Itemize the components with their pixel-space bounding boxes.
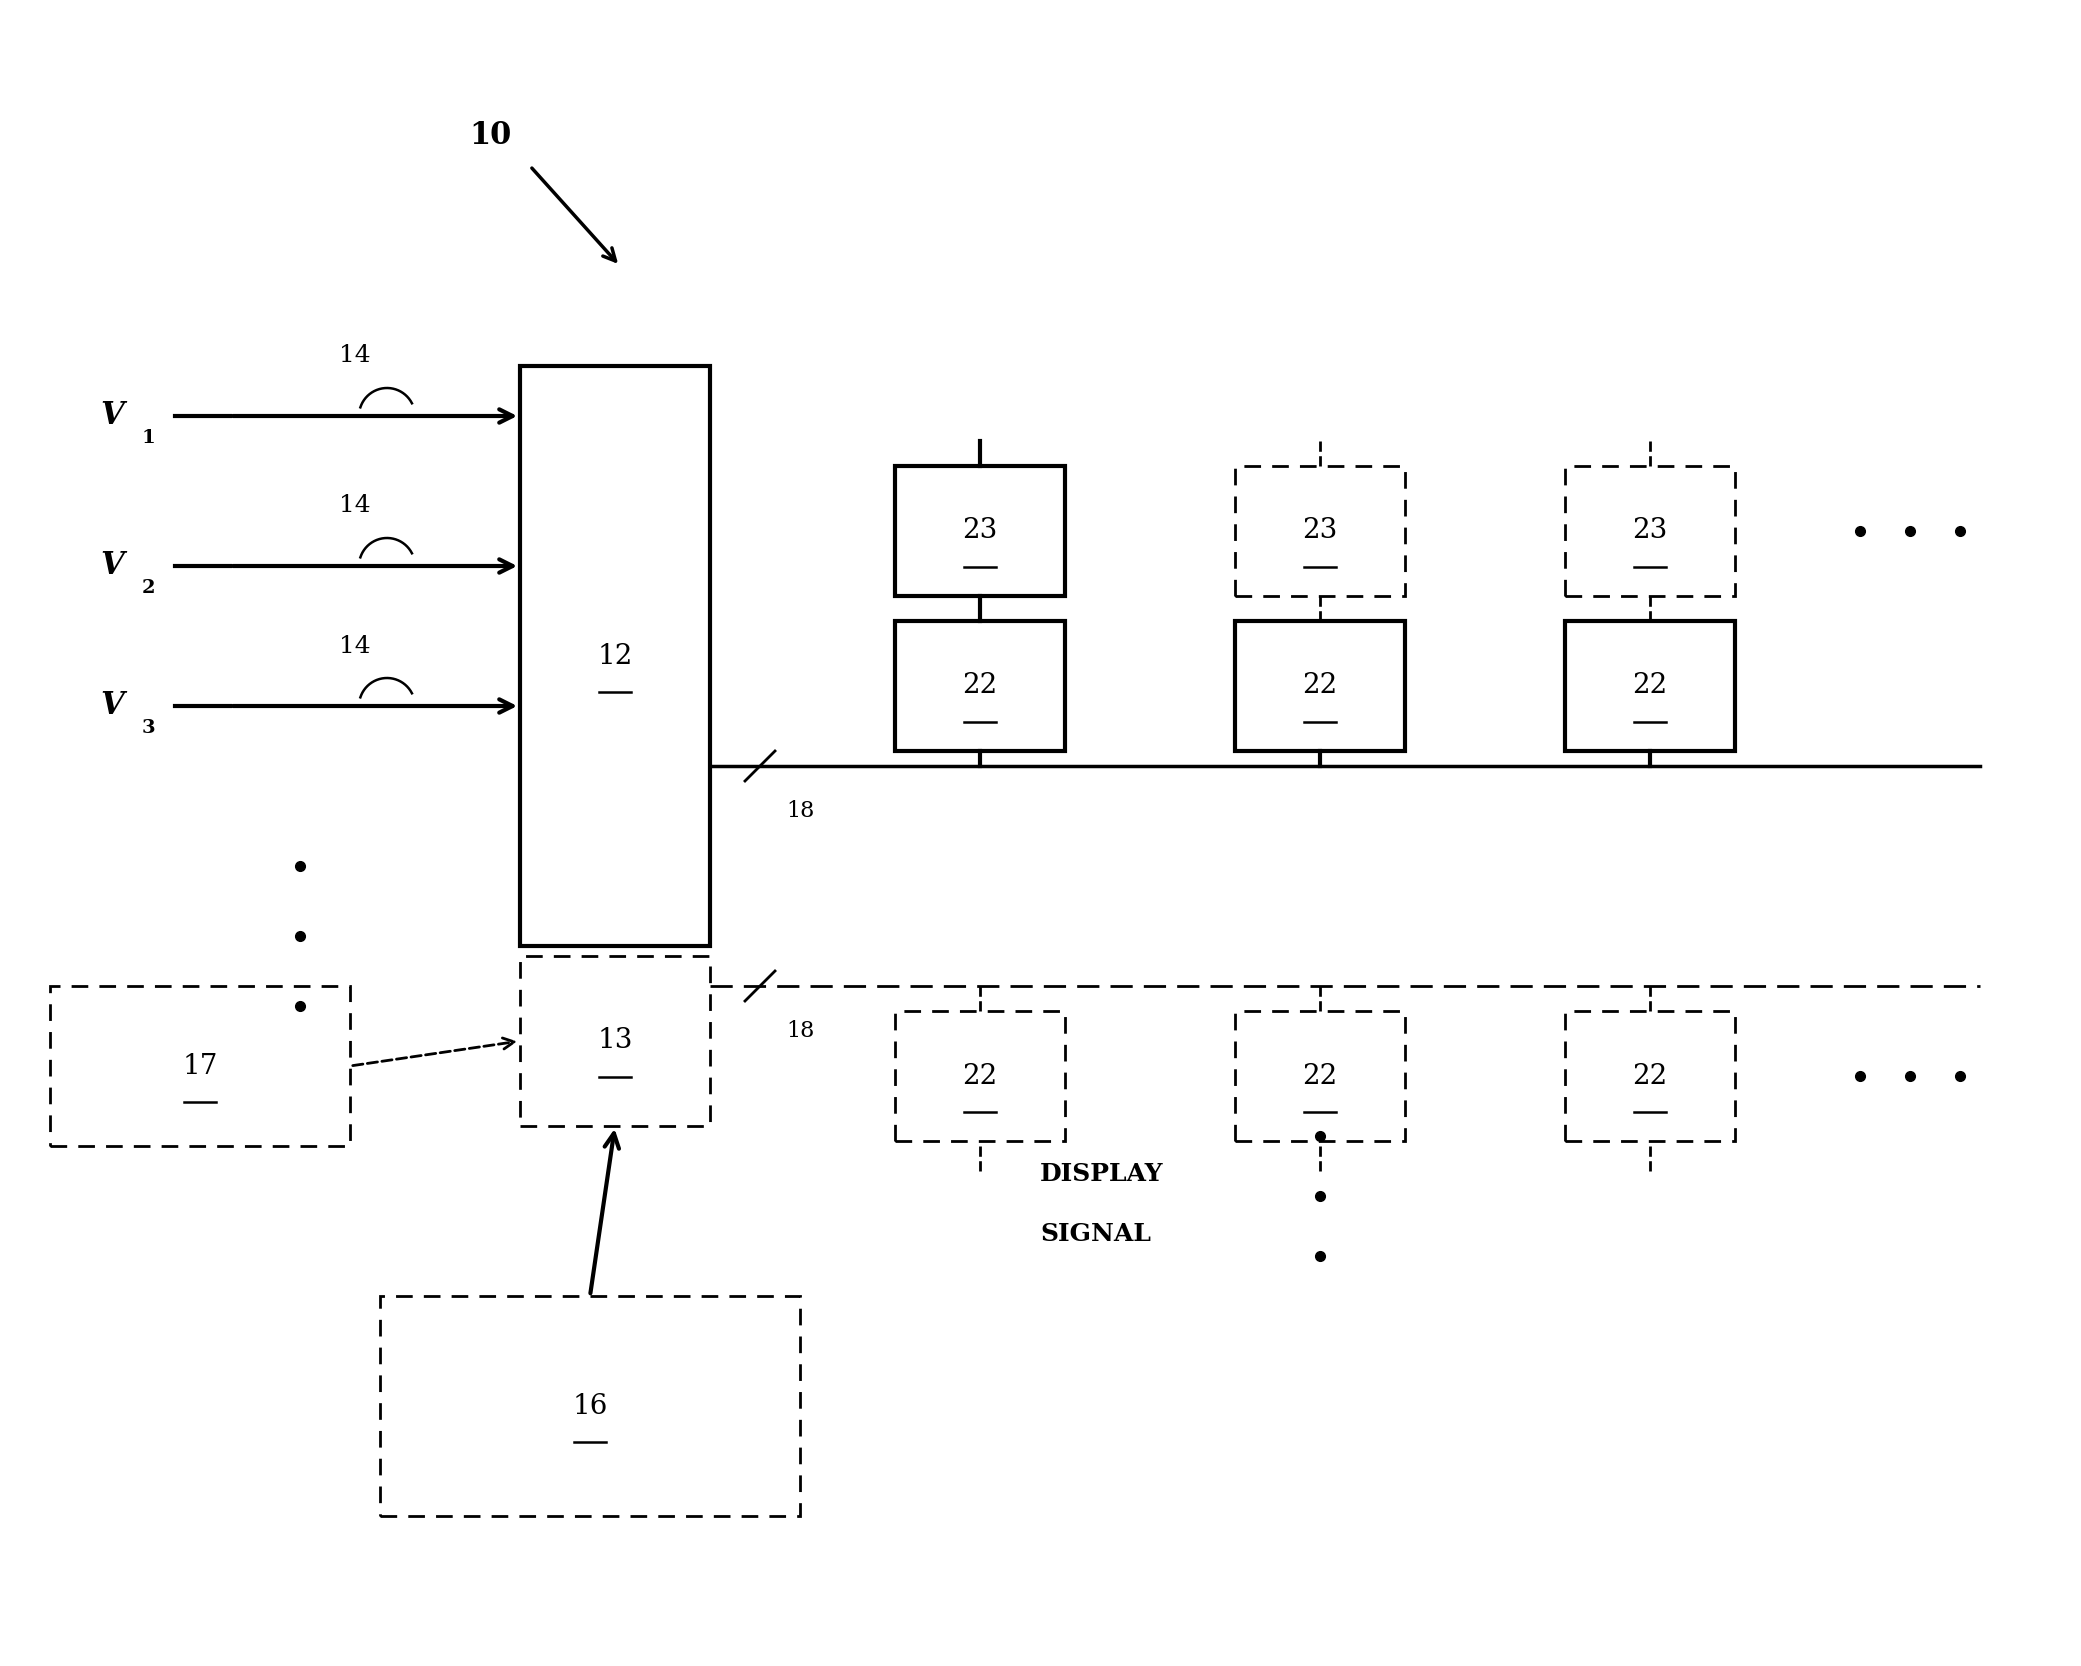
Bar <box>1565 1011 1736 1141</box>
Bar <box>520 367 710 946</box>
Bar <box>50 986 350 1146</box>
Text: 17: 17 <box>183 1053 219 1080</box>
Text: 16: 16 <box>572 1393 608 1419</box>
Bar <box>1565 621 1736 751</box>
Text: V: V <box>100 550 123 581</box>
Bar <box>895 1011 1065 1141</box>
Text: 23: 23 <box>961 518 997 545</box>
Text: 14: 14 <box>339 495 370 518</box>
Text: 18: 18 <box>787 800 814 821</box>
Text: 22: 22 <box>1632 1063 1667 1090</box>
Text: 23: 23 <box>1632 518 1667 545</box>
Bar <box>1234 466 1405 596</box>
Bar <box>381 1296 799 1516</box>
Text: 14: 14 <box>339 345 370 368</box>
Text: 1: 1 <box>142 430 156 446</box>
Text: V: V <box>100 690 123 721</box>
Text: 3: 3 <box>142 720 156 736</box>
Text: 22: 22 <box>961 1063 997 1090</box>
Bar <box>520 956 710 1126</box>
Text: 22: 22 <box>1303 1063 1338 1090</box>
Bar <box>1234 621 1405 751</box>
Text: 10: 10 <box>468 120 512 152</box>
Bar <box>895 621 1065 751</box>
Bar <box>895 466 1065 596</box>
Text: 22: 22 <box>1303 673 1338 700</box>
Text: 22: 22 <box>961 673 997 700</box>
Text: V: V <box>100 400 123 431</box>
Bar <box>1234 1011 1405 1141</box>
Text: 22: 22 <box>1632 673 1667 700</box>
Text: 14: 14 <box>339 635 370 658</box>
Text: 23: 23 <box>1303 518 1338 545</box>
Text: 13: 13 <box>597 1028 633 1055</box>
Text: SIGNAL: SIGNAL <box>1040 1221 1151 1246</box>
Text: DISPLAY: DISPLAY <box>1040 1161 1163 1186</box>
Text: 2: 2 <box>142 580 156 596</box>
Bar <box>1565 466 1736 596</box>
Text: 18: 18 <box>787 1020 814 1041</box>
Text: 12: 12 <box>597 643 633 670</box>
